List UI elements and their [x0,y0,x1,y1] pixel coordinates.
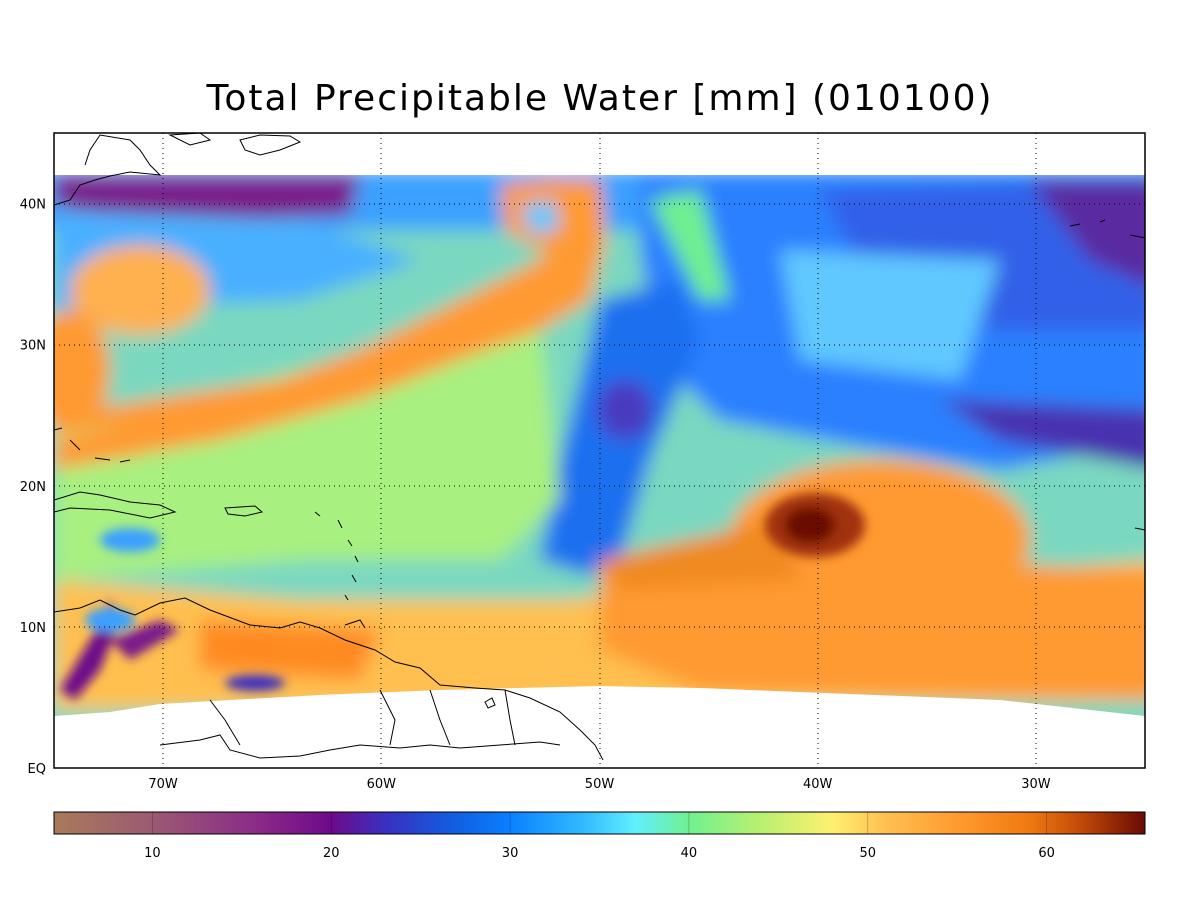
longitude-tick-label: 30W [1021,777,1051,792]
latitude-tick-label: EQ [28,762,46,777]
longitude-tick-label: 50W [585,777,615,792]
colorbar-ticks: 10 20 30 40 50 60 [144,812,1055,861]
longitude-tick-label: 40W [803,777,833,792]
map-frame [53,132,1146,769]
longitude-axis: 70W 60W 50W 40W 30W [148,777,1050,792]
colorbar-tick-label: 40 [681,846,698,861]
colorbar: 10 20 30 40 50 60 [53,811,1146,861]
longitude-tick-label: 70W [148,777,178,792]
latitude-tick-label: 40N [20,198,46,213]
colorbar-tick-label: 50 [860,846,877,861]
colorbar-gradient [53,811,1146,835]
map-title: Total Precipitable Water [mm] (010100) [206,78,994,119]
precipitable-water-field [54,175,1145,768]
colorbar-tick-label: 30 [502,846,519,861]
latitude-tick-label: 30N [20,339,46,354]
coastlines [54,133,1145,761]
graticule [54,133,1145,768]
latitude-axis: 40N 30N 20N 10N EQ [20,198,46,777]
latitude-tick-label: 20N [20,480,46,495]
colorbar-tick-label: 60 [1038,846,1055,861]
latitude-tick-label: 10N [20,621,46,636]
colorbar-tick-label: 10 [144,846,161,861]
longitude-tick-label: 60W [367,777,397,792]
colorbar-tick-label: 20 [323,846,340,861]
